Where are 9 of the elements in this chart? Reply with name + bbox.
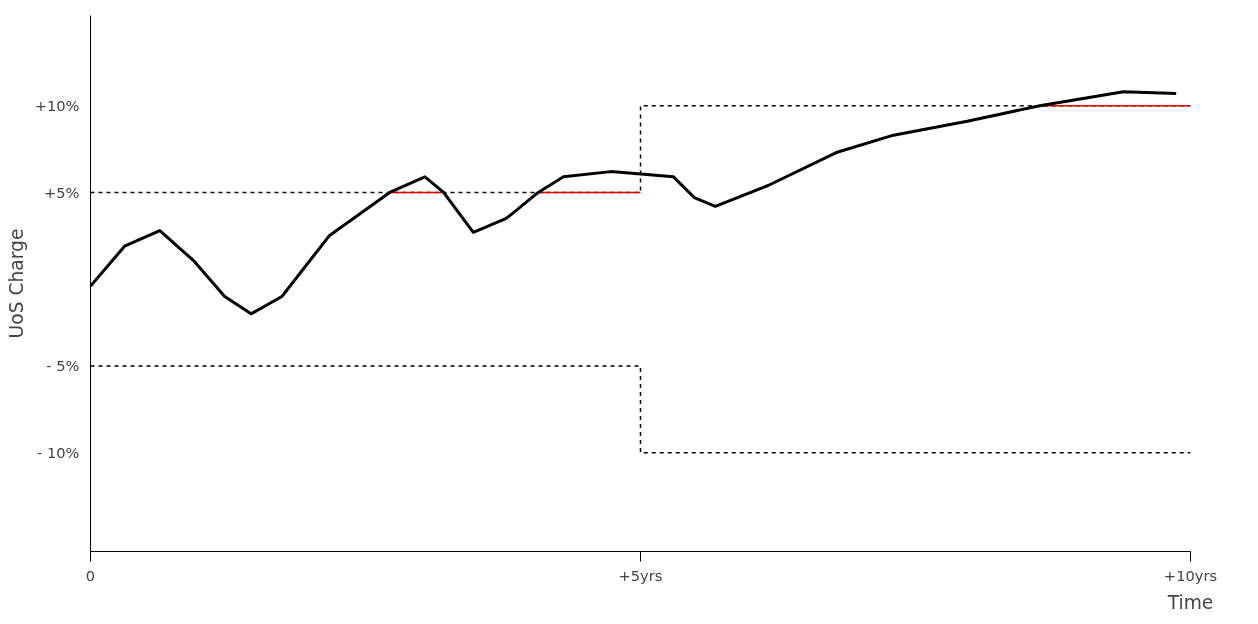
y-tick-label: - 10% — [36, 444, 80, 462]
x-tick-label: +5yrs — [618, 566, 663, 584]
y-tick-label: +10% — [34, 97, 80, 115]
x-tick-label: 0 — [85, 566, 96, 584]
y-tick-label: +5% — [43, 183, 80, 201]
x-axis-title: Time — [1166, 591, 1214, 613]
x-tick-label: +10yrs — [1163, 566, 1218, 584]
y-axis-title: UoS Charge — [5, 228, 27, 339]
y-tick-label: - 5% — [46, 357, 80, 375]
